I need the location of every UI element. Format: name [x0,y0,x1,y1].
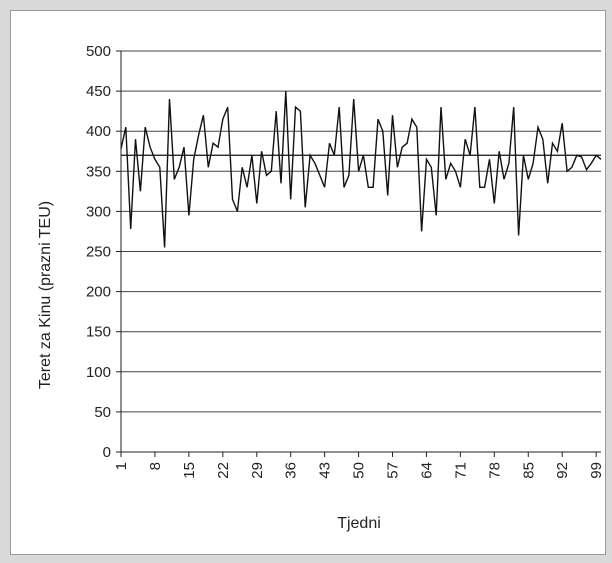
x-tick-label: 85 [520,462,537,479]
x-tick-label: 1 [113,462,130,470]
series-line-0 [120,91,602,248]
x-tick-label: 36 [283,462,300,479]
x-tick-label: 64 [418,462,435,479]
y-tick-label: 450 [86,83,111,100]
series-group [120,91,602,248]
x-tick-label: 92 [554,462,571,479]
gridlines [121,50,601,453]
x-tick-label: 57 [385,462,402,479]
y-axis-title: Teret za Kinu (prazni TEU) [37,201,54,389]
x-tick-label: 71 [452,462,469,479]
x-tick-label: 99 [588,462,605,479]
x-tick-label: 50 [351,462,368,479]
x-tick-label: 22 [215,462,232,479]
y-tick-label: 500 [86,43,111,60]
y-tick-label: 0 [103,444,111,461]
y-axis: 0 50 100 150 200 250 300 350 400 450 500 [86,43,122,461]
y-tick-label: 250 [86,244,111,261]
chart-frame: 0 50 100 150 200 250 300 350 400 450 500 1 8 15 22 29 3… [10,10,606,555]
x-tick-label: 15 [181,462,198,479]
y-tick-label: 350 [86,163,111,180]
y-tick-label: 100 [86,364,111,381]
x-tick-label: 43 [317,462,334,479]
x-axis-title: Tjedni [337,515,381,532]
x-axis: 1 8 15 22 29 36 43 50 57 64 71 78 85 92 99 [113,451,605,479]
x-tick-label: 29 [249,462,266,479]
y-tick-label: 50 [94,404,111,421]
y-tick-label: 150 [86,324,111,341]
y-tick-label: 300 [86,203,111,220]
line-chart: 0 50 100 150 200 250 300 350 400 450 500 1 8 15 22 29 3… [37,43,605,532]
x-tick-label: 78 [486,462,503,479]
y-tick-label: 400 [86,123,111,140]
x-tick-label: 8 [147,462,164,470]
y-tick-label: 200 [86,284,111,301]
